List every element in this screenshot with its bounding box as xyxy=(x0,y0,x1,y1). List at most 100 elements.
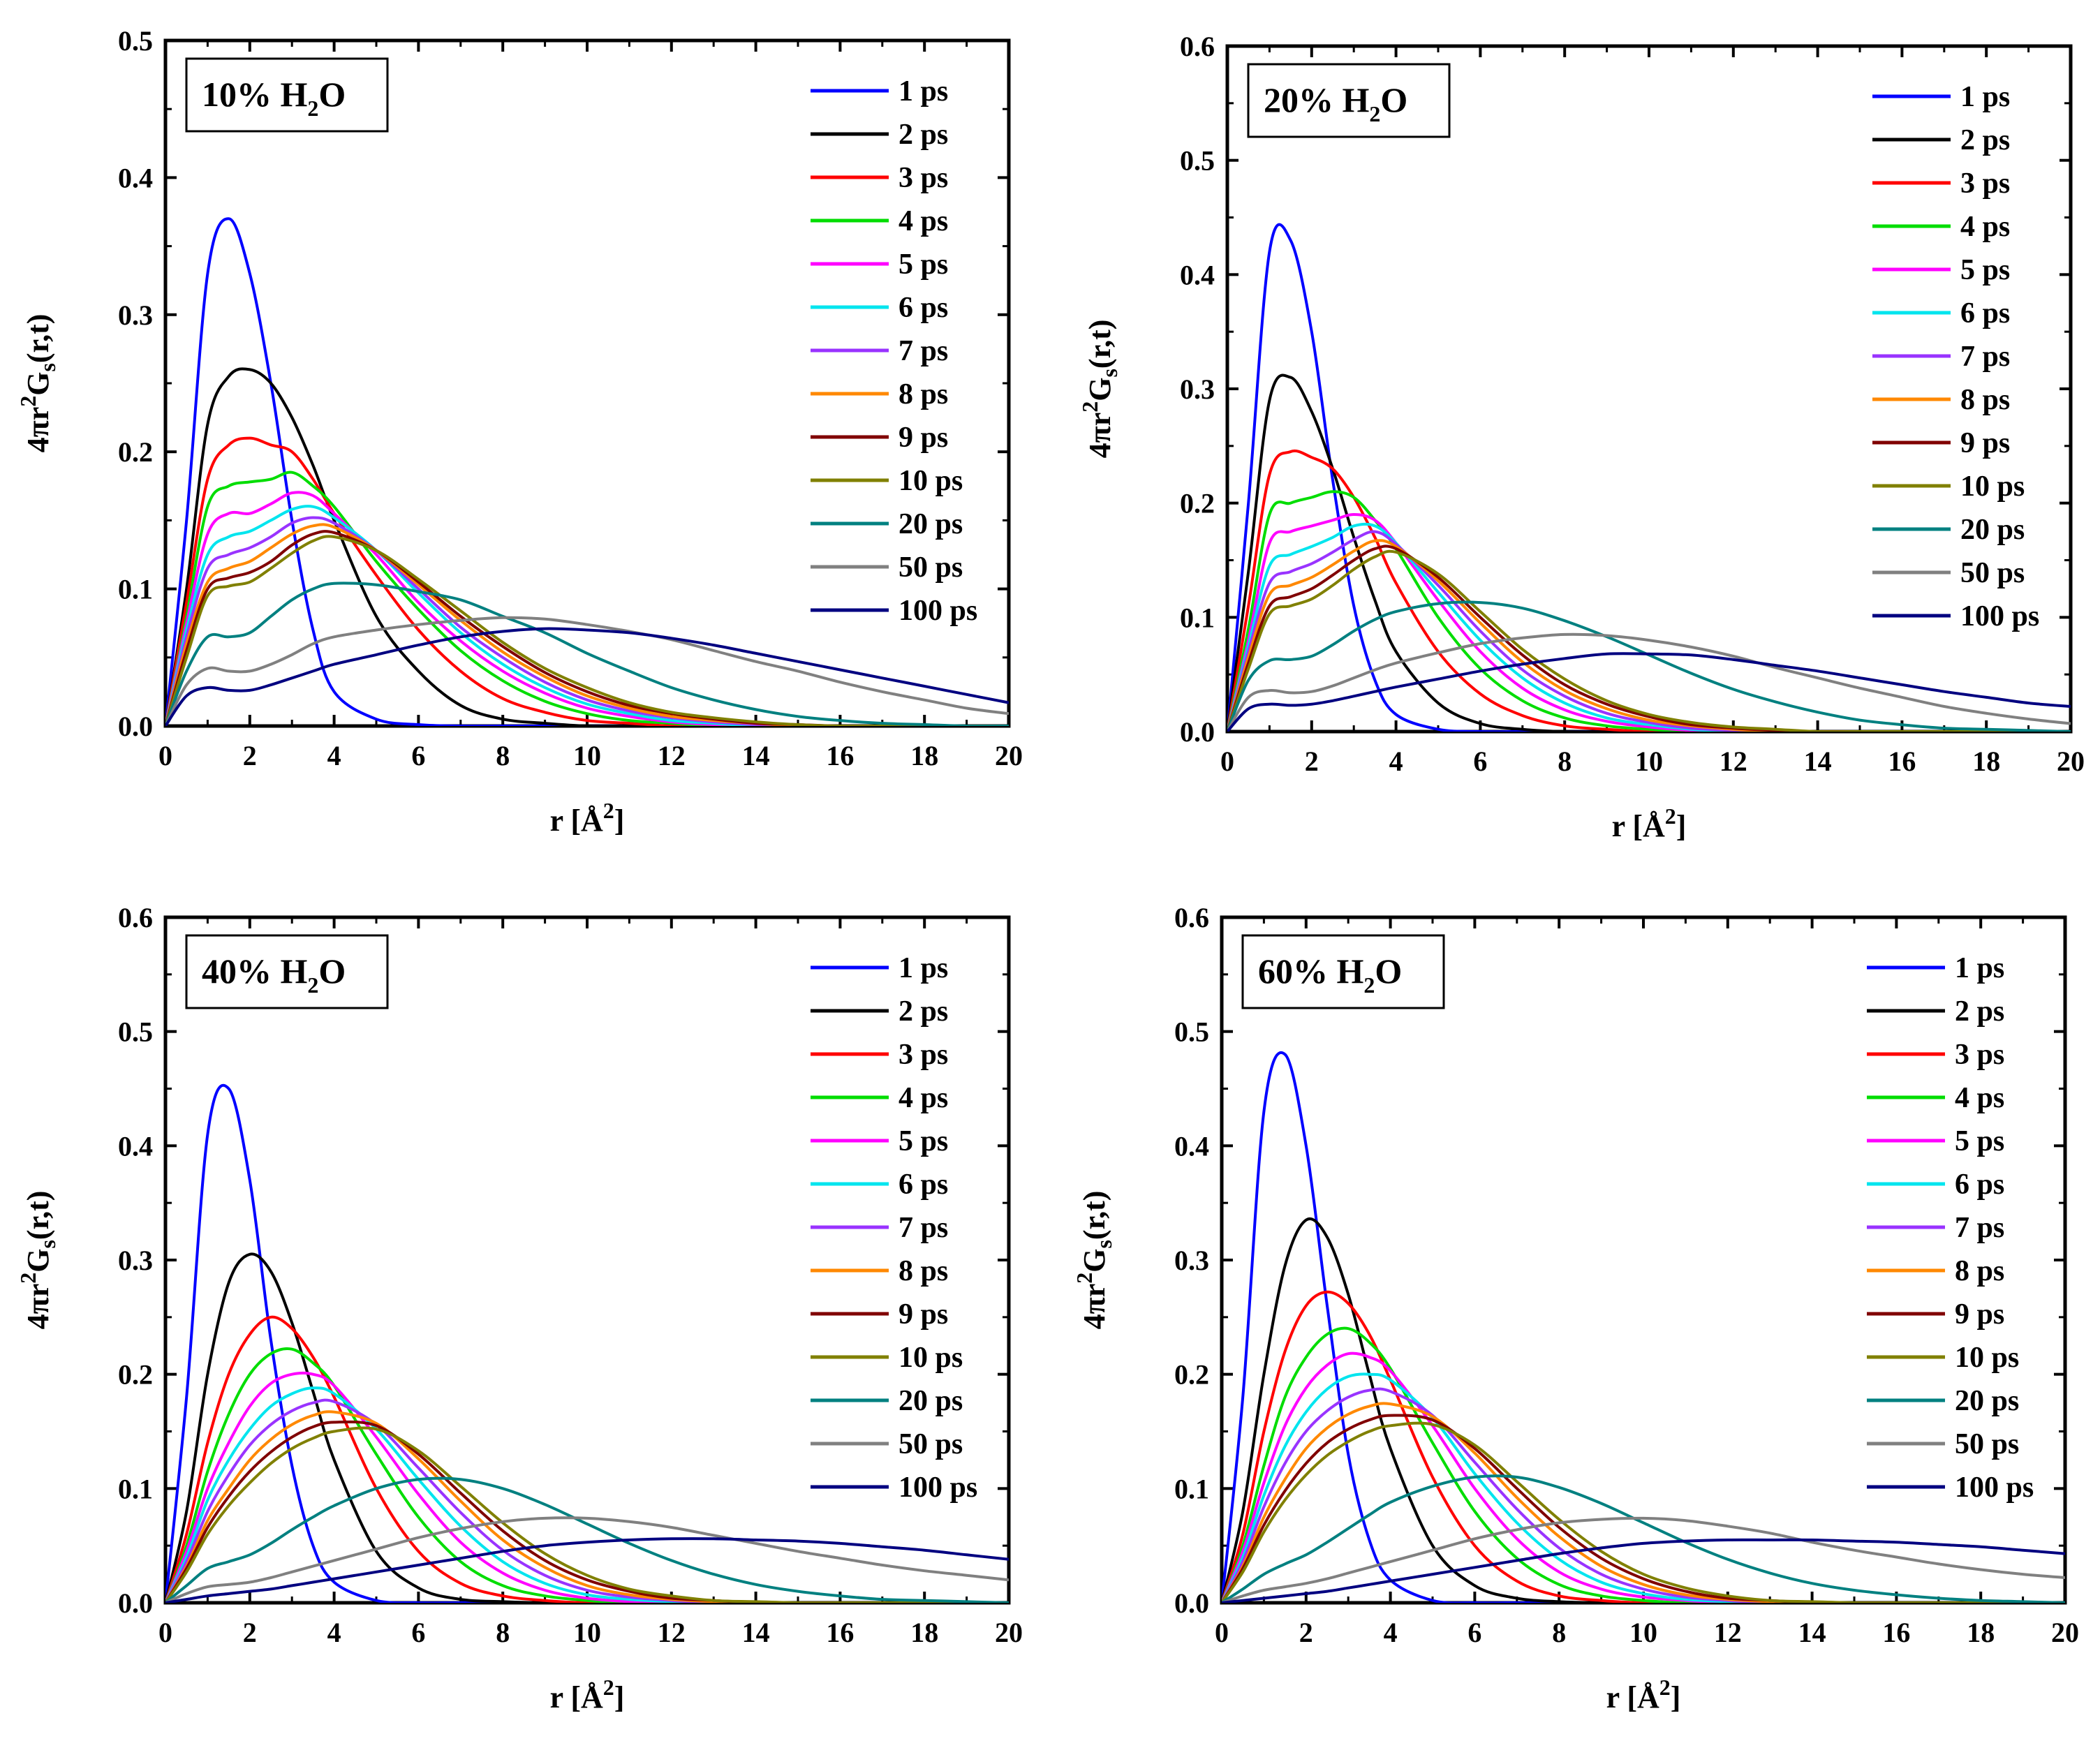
legend-label: 100 ps xyxy=(899,595,977,627)
y-tick-label: 0.1 xyxy=(1174,1473,1209,1504)
legend-label: 3 ps xyxy=(1960,168,2010,200)
x-tick-label: 6 xyxy=(411,1617,425,1648)
y-tick-label: 0.0 xyxy=(1174,1587,1209,1619)
series-line-3ps xyxy=(1222,1290,2065,1603)
legend-label: 4 ps xyxy=(899,205,948,237)
legend-label: 9 ps xyxy=(1955,1298,2004,1331)
y-tick-label: 0.5 xyxy=(1180,145,1215,177)
x-tick-label: 18 xyxy=(910,1617,938,1648)
series-line-4ps xyxy=(1222,1326,2065,1603)
y-tick-label: 0.3 xyxy=(1180,373,1215,405)
x-tick-label: 20 xyxy=(2051,1617,2079,1648)
legend-label: 5 ps xyxy=(1955,1125,2004,1157)
panel-label-box xyxy=(185,934,389,1009)
series-line-5ps xyxy=(1222,1351,2065,1603)
legend-label: 9 ps xyxy=(899,1298,948,1331)
series-line-5ps xyxy=(165,491,1009,726)
series-line-10ps xyxy=(165,535,1009,726)
series-line-8ps xyxy=(165,1410,1009,1603)
legend-label: 6 ps xyxy=(899,292,948,324)
plot-frame xyxy=(163,915,1011,1605)
y-tick-label: 0.2 xyxy=(1174,1359,1209,1391)
x-tick-label: 14 xyxy=(1804,746,1832,777)
legend-label: 2 ps xyxy=(899,119,948,151)
series-line-2ps xyxy=(165,1252,1009,1603)
x-axis-title: r [Å2] xyxy=(550,1675,625,1714)
x-tick-label: 8 xyxy=(496,1617,510,1648)
series-line-100ps xyxy=(1222,1538,2065,1603)
y-tick-label: 0.2 xyxy=(118,436,153,468)
legend-label: 10 ps xyxy=(1960,471,2025,503)
x-tick-label: 16 xyxy=(1882,1617,1910,1648)
x-tick-label: 4 xyxy=(327,740,341,771)
legend-label: 10 ps xyxy=(899,465,963,497)
x-tick-label: 12 xyxy=(1720,746,1747,777)
x-tick-label: 20 xyxy=(2057,746,2085,777)
y-tick-label: 0.0 xyxy=(1180,716,1215,748)
panel-label: 40% H2O xyxy=(202,951,346,998)
series-line-6ps xyxy=(1222,1372,2065,1603)
series-line-20ps xyxy=(1227,600,2071,732)
legend-label: 1 ps xyxy=(899,75,948,108)
series-line-5ps xyxy=(1227,513,2071,732)
x-tick-label: 0 xyxy=(158,740,172,771)
y-tick-label: 0.5 xyxy=(118,1016,153,1048)
series-line-3ps xyxy=(1227,449,2071,732)
legend-label: 6 ps xyxy=(1955,1169,2004,1201)
series-line-7ps xyxy=(1227,530,2071,732)
y-tick-label: 0.4 xyxy=(1174,1130,1209,1162)
x-axis-title: r [Å2] xyxy=(1612,803,1687,843)
legend-label: 2 ps xyxy=(899,995,948,1028)
series-line-8ps xyxy=(165,523,1009,726)
legend-label: 100 ps xyxy=(1960,600,2039,632)
panel-label-box xyxy=(1241,934,1445,1009)
panel-label-box xyxy=(185,57,389,133)
legend-label: 5 ps xyxy=(899,249,948,281)
legend-label: 100 ps xyxy=(1955,1472,2034,1504)
legend-label: 20 ps xyxy=(899,508,963,540)
legend-label: 8 ps xyxy=(899,378,948,410)
y-tick-label: 0.5 xyxy=(118,25,153,57)
series-line-9ps xyxy=(165,1420,1009,1603)
x-tick-label: 10 xyxy=(573,1617,601,1648)
x-tick-label: 6 xyxy=(1467,1617,1481,1648)
y-tick-label: 0.1 xyxy=(1180,602,1215,633)
x-tick-label: 2 xyxy=(243,740,257,771)
series-line-1ps xyxy=(1227,223,2071,732)
series-line-100ps xyxy=(1227,652,2071,732)
panel-label-box xyxy=(1247,63,1451,138)
x-tick-label: 20 xyxy=(995,740,1023,771)
legend-label: 4 ps xyxy=(1960,211,2010,243)
series-line-3ps xyxy=(165,1315,1009,1603)
x-axis-title: r [Å2] xyxy=(550,798,625,838)
series-line-4ps xyxy=(165,1347,1009,1603)
y-tick-label: 0.0 xyxy=(118,1587,153,1619)
y-tick-label: 0.2 xyxy=(118,1359,153,1391)
series-line-50ps xyxy=(165,616,1009,726)
legend-label: 8 ps xyxy=(1955,1255,2004,1287)
y-tick-label: 0.6 xyxy=(1180,31,1215,62)
legend-label: 3 ps xyxy=(899,1039,948,1071)
legend-label: 4 ps xyxy=(899,1082,948,1114)
series-line-2ps xyxy=(165,367,1009,726)
series-line-7ps xyxy=(165,516,1009,726)
series-line-8ps xyxy=(1227,539,2071,732)
chart-panel-2: 0 2 4 6 8 10 12 14 16 18 20 0.0 0.1 0.2 0.3 0.4 0.5 0.6 r … xyxy=(1077,31,2085,843)
x-tick-label: 20 xyxy=(995,1617,1023,1648)
legend-label: 9 ps xyxy=(899,422,948,454)
series-line-50ps xyxy=(1222,1516,2065,1603)
x-tick-label: 14 xyxy=(742,740,770,771)
legend-label: 50 ps xyxy=(1960,557,2025,589)
x-tick-label: 14 xyxy=(742,1617,770,1648)
legend-label: 10 ps xyxy=(899,1342,963,1374)
x-tick-label: 4 xyxy=(1389,746,1403,777)
x-tick-label: 16 xyxy=(826,740,854,771)
y-tick-label: 0.3 xyxy=(1174,1245,1209,1276)
plot-frame xyxy=(1220,915,2067,1605)
legend-label: 9 ps xyxy=(1960,427,2010,459)
series-line-100ps xyxy=(165,627,1009,726)
series-line-20ps xyxy=(1222,1474,2065,1603)
series-line-1ps xyxy=(1222,1051,2065,1603)
x-tick-label: 12 xyxy=(658,1617,686,1648)
